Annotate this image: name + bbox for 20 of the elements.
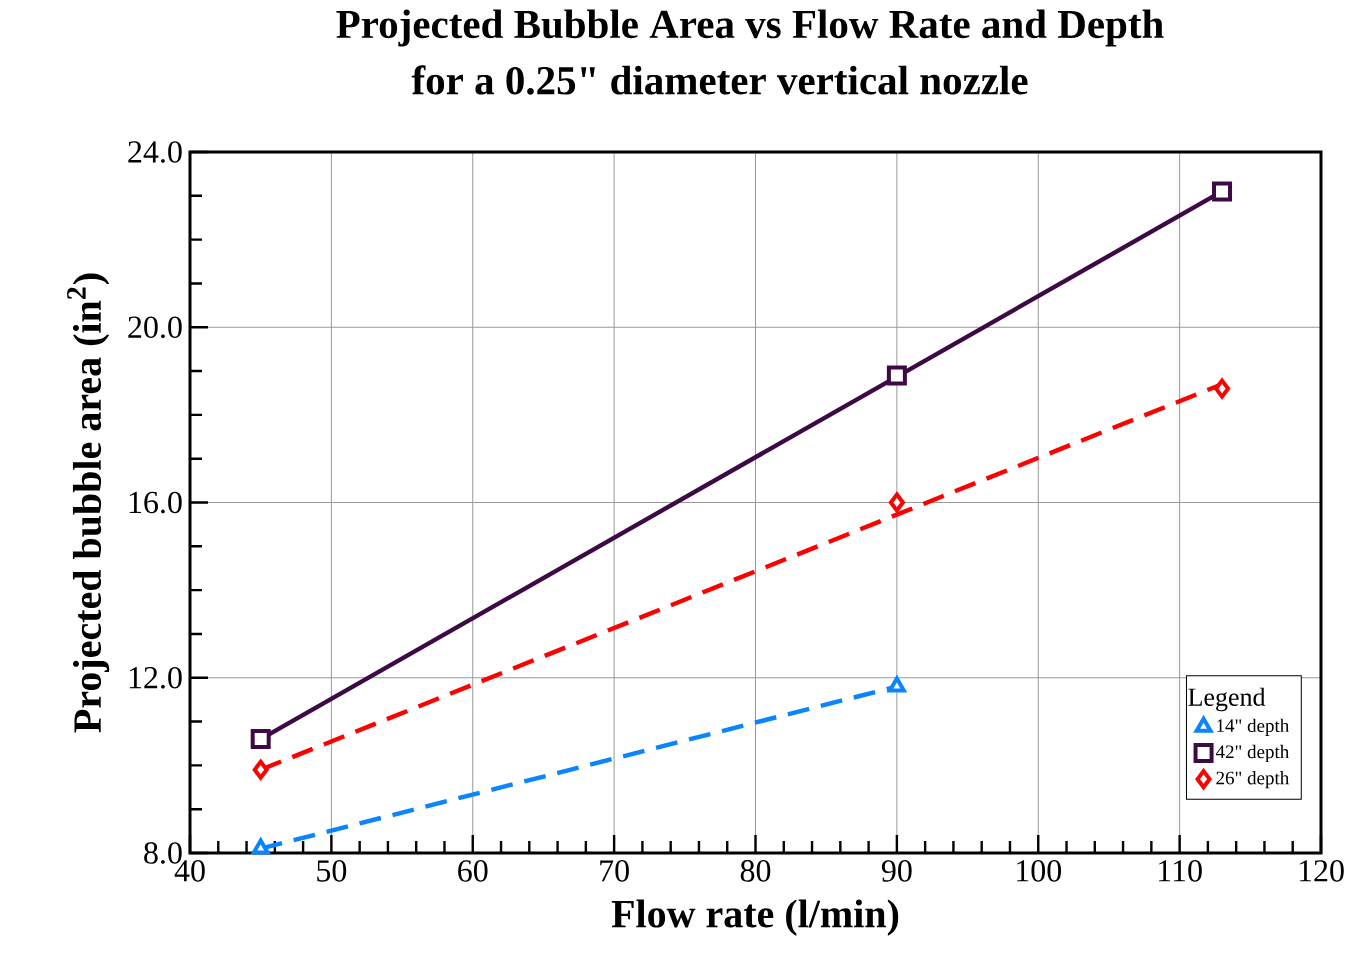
legend-label: 26" depth xyxy=(1216,771,1290,789)
y-tick-label: 12.0 xyxy=(129,666,182,689)
x-tick-label: 100 xyxy=(1017,860,1062,882)
legend-title: Legend xyxy=(1188,687,1266,712)
y-axis-title: Projected bubble area (in$^{2}$) xyxy=(67,273,110,733)
x-tick-label: 90 xyxy=(881,860,912,882)
x-tick-label: 50 xyxy=(317,860,347,882)
x-tick-label: 70 xyxy=(600,860,629,882)
chart-title: Projected Bubble Area vs Flow Rate and Depth xyxy=(336,9,1164,47)
legend-label: 14" depth xyxy=(1217,718,1290,736)
x-tick-label: 60 xyxy=(458,860,488,882)
legend-label: 42" depth xyxy=(1215,744,1290,763)
y-tick-label: 24.0 xyxy=(128,141,182,163)
x-tick-label: 120 xyxy=(1299,860,1344,882)
x-axis-title: Flow rate (l/min) xyxy=(611,899,899,936)
x-tick-label: 80 xyxy=(740,860,771,882)
chart-subtitle: for a 0.25" diameter vertical nozzle xyxy=(411,65,1028,95)
y-tick-label: 16.0 xyxy=(129,491,182,514)
x-tick-label: 110 xyxy=(1159,860,1202,882)
y-tick-label: 20.0 xyxy=(128,316,182,339)
